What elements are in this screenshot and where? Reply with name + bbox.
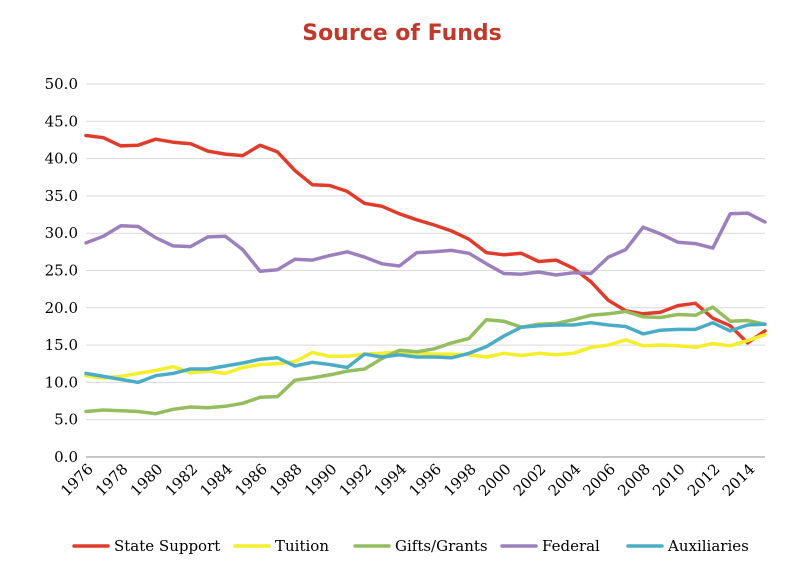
x-tick-label: 1994	[370, 460, 410, 500]
x-tick-label: 1976	[57, 460, 97, 500]
series-line-auxiliaries	[84, 320, 767, 385]
legend: State Support Tuition Gifts/Grants Federal A…	[72, 537, 749, 555]
y-tick-label: 10.0	[45, 373, 78, 391]
y-tick-label: 20.0	[45, 299, 78, 317]
y-tick-label: 0.0	[54, 448, 78, 466]
series-line-gifts-grants	[84, 305, 767, 416]
x-tick-label: 1998	[440, 460, 480, 500]
legend-label-state-support: State Support	[114, 537, 220, 555]
gridlines	[86, 83, 765, 421]
x-axis-ticks: 1976197819801982198419861988199019921994…	[57, 460, 758, 500]
series-line-tuition	[84, 332, 767, 380]
series-line-federal	[84, 211, 767, 277]
series-lines	[84, 133, 767, 416]
x-tick-label: 2014	[719, 460, 759, 500]
x-tick-label: 1982	[162, 460, 202, 500]
legend-label-tuition: Tuition	[275, 537, 329, 555]
y-tick-label: 35.0	[45, 187, 78, 205]
x-tick-label: 1996	[405, 460, 445, 500]
x-tick-label: 2006	[579, 460, 619, 500]
x-tick-label: 2000	[475, 460, 515, 500]
x-tick-label: 2004	[545, 460, 585, 500]
x-tick-label: 1992	[336, 460, 376, 500]
legend-label-auxiliaries: Auxiliaries	[667, 537, 749, 555]
y-axis-ticks: 0.0 5.0 10.0 15.0 20.0 25.0 30.0 35.0 40.0 45.0 50…	[45, 75, 78, 466]
y-tick-label: 45.0	[45, 112, 78, 130]
chart-title: Source of Funds	[302, 21, 502, 46]
x-tick-label: 2002	[510, 460, 550, 500]
y-tick-label: 15.0	[45, 336, 78, 354]
x-tick-label: 1988	[266, 460, 306, 500]
x-tick-label: 2008	[614, 460, 654, 500]
series-line-state-support	[84, 133, 767, 345]
x-tick-label: 2010	[649, 460, 689, 500]
x-tick-label: 1978	[92, 460, 132, 500]
y-tick-label: 5.0	[54, 411, 78, 429]
x-tick-label: 1980	[127, 460, 167, 500]
y-tick-label: 50.0	[45, 75, 78, 93]
x-tick-label: 2012	[684, 460, 724, 500]
x-tick-label: 1986	[231, 460, 271, 500]
x-tick-label: 1990	[301, 460, 341, 500]
y-tick-label: 30.0	[45, 224, 78, 242]
y-tick-label: 25.0	[45, 262, 78, 280]
y-tick-label: 40.0	[45, 150, 78, 168]
x-tick-label: 1984	[196, 460, 236, 500]
legend-label-federal: Federal	[542, 537, 600, 555]
legend-label-gifts-grants: Gifts/Grants	[395, 537, 488, 555]
